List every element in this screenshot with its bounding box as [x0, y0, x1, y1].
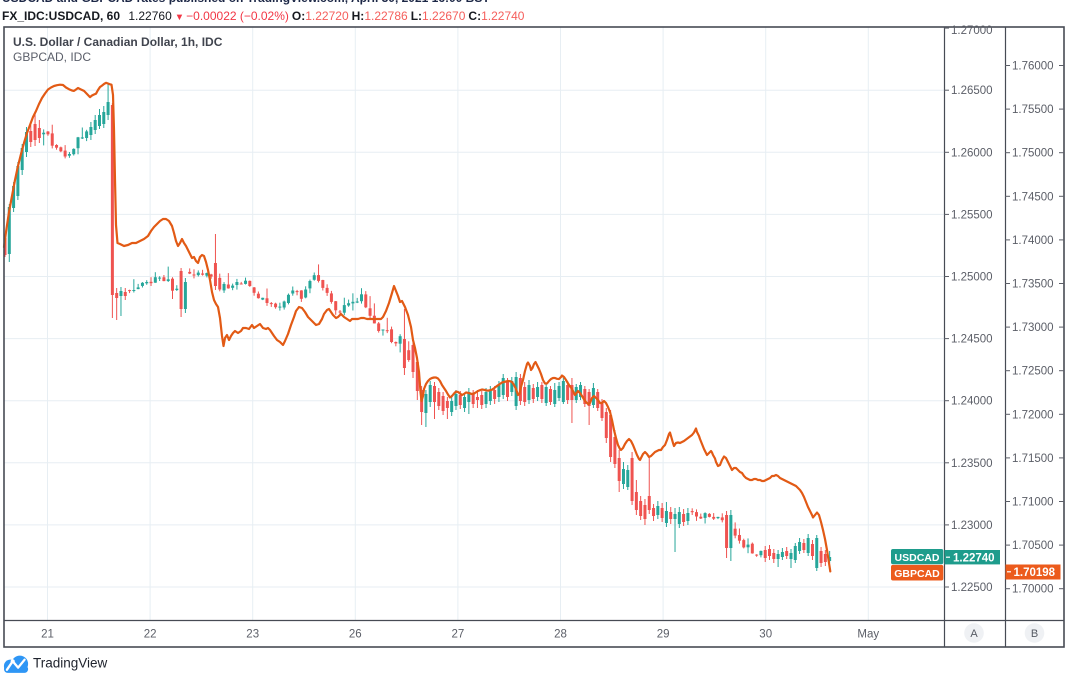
svg-text:1.74500: 1.74500: [1012, 191, 1054, 203]
svg-text:1.74000: 1.74000: [1012, 235, 1054, 247]
svg-text:22: 22: [144, 629, 157, 641]
svg-text:28: 28: [554, 629, 567, 641]
svg-text:23: 23: [246, 629, 259, 641]
svg-text:1.24500: 1.24500: [951, 334, 993, 346]
svg-text:1.27000: 1.27000: [951, 25, 993, 37]
svg-text:USDCAD: USDCAD: [895, 552, 940, 564]
svg-text:27: 27: [452, 629, 465, 641]
svg-text:1.75000: 1.75000: [1012, 148, 1054, 160]
svg-text:1.73000: 1.73000: [1012, 322, 1054, 334]
svg-text:1.71500: 1.71500: [1012, 453, 1054, 465]
svg-text:1.71000: 1.71000: [1012, 497, 1054, 509]
svg-text:1.70500: 1.70500: [1012, 540, 1054, 552]
svg-text:1.70198: 1.70198: [1014, 567, 1056, 579]
svg-text:GBPCAD, IDC: GBPCAD, IDC: [13, 50, 91, 64]
svg-text:1.25500: 1.25500: [951, 209, 993, 221]
svg-text:A: A: [970, 628, 978, 640]
svg-text:1.22500: 1.22500: [951, 582, 993, 594]
svg-text:30: 30: [759, 629, 772, 641]
svg-text:TradingView: TradingView: [33, 656, 108, 671]
svg-text:1.72500: 1.72500: [1012, 366, 1054, 378]
svg-text:1.25000: 1.25000: [951, 272, 993, 284]
svg-text:1.23000: 1.23000: [951, 520, 993, 532]
svg-text:1.24000: 1.24000: [951, 396, 993, 408]
svg-text:1.76000: 1.76000: [1012, 61, 1054, 73]
svg-text:29: 29: [657, 629, 670, 641]
svg-text:B: B: [1031, 628, 1038, 640]
svg-text:1.26500: 1.26500: [951, 85, 993, 97]
svg-text:FX_IDC:USDCAD, 60 1.22760▼−0.0: FX_IDC:USDCAD, 60 1.22760 ▼ −0.00022 (−0.0…: [2, 9, 525, 23]
svg-text:21: 21: [41, 629, 54, 641]
svg-text:May: May: [857, 629, 879, 641]
svg-text:26: 26: [349, 629, 362, 641]
svg-text:1.22740: 1.22740: [953, 552, 995, 564]
svg-text:USDCAD and GBPCAD rates publis: USDCAD and GBPCAD rates published on Tra…: [2, 0, 490, 5]
svg-text:1.26000: 1.26000: [951, 147, 993, 159]
svg-text:1.75500: 1.75500: [1012, 104, 1054, 116]
svg-text:1.70000: 1.70000: [1012, 584, 1054, 596]
svg-text:1.73500: 1.73500: [1012, 279, 1054, 291]
svg-text:1.72000: 1.72000: [1012, 409, 1054, 421]
svg-text:U.S. Dollar / Canadian Dollar,: U.S. Dollar / Canadian Dollar, 1h, IDC: [13, 35, 223, 49]
svg-text:1.23500: 1.23500: [951, 458, 993, 470]
svg-text:GBPCAD: GBPCAD: [894, 568, 940, 580]
